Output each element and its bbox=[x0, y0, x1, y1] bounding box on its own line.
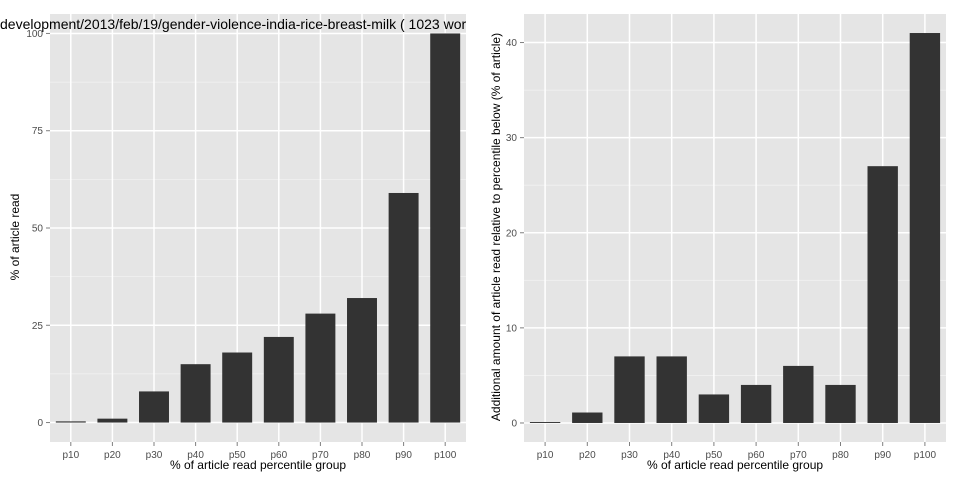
x-tick-label: p30 bbox=[621, 450, 638, 461]
bar-p90 bbox=[867, 166, 898, 423]
y-axis-title: Additional amount of article read relati… bbox=[489, 33, 503, 421]
bar-p30 bbox=[139, 391, 169, 423]
bar-p40 bbox=[180, 364, 211, 423]
x-tick-label: p80 bbox=[354, 450, 371, 461]
x-tick-label: p100 bbox=[434, 450, 457, 461]
x-tick-label: p100 bbox=[914, 450, 937, 461]
y-tick-label: 0 bbox=[511, 418, 517, 429]
x-tick-label: p40 bbox=[663, 450, 680, 461]
x-axis-title: % of article read percentile group bbox=[647, 458, 823, 472]
x-tick-label: p40 bbox=[187, 450, 204, 461]
y-tick-label: 10 bbox=[506, 323, 518, 334]
chart-additional-read: 0 10 20 30 40 p10 p20 p30 p40 p50 p60 p70 p80 p90 p100… bbox=[489, 14, 946, 472]
bar-p70 bbox=[783, 365, 814, 423]
x-tick-label: p50 bbox=[229, 450, 246, 461]
x-tick-label: p20 bbox=[579, 450, 596, 461]
y-tick-label: 0 bbox=[37, 418, 43, 429]
bar-p10 bbox=[55, 421, 86, 423]
x-tick-label: p10 bbox=[62, 450, 79, 461]
x-tick-label: p60 bbox=[270, 450, 287, 461]
y-tick-label: 30 bbox=[506, 133, 518, 144]
bar-p60 bbox=[740, 384, 772, 423]
y-axis-title: % of article read bbox=[8, 194, 22, 281]
y-tick-label: 50 bbox=[32, 224, 44, 235]
y-tick-label: 25 bbox=[32, 321, 44, 332]
bar-p20 bbox=[572, 412, 603, 423]
x-tick-label: p70 bbox=[312, 450, 329, 461]
x-tick-label: p90 bbox=[395, 450, 412, 461]
bar-p30 bbox=[614, 356, 645, 423]
chart-cumulative-read: 0 25 50 75 100 p10 p20 p30 p40 p50 p60 p70 p80 p90 p10… bbox=[0, 14, 466, 472]
x-tick-label: p90 bbox=[874, 450, 891, 461]
bar-p50 bbox=[698, 394, 730, 423]
bar-p60 bbox=[263, 336, 294, 423]
bar-p100 bbox=[909, 33, 941, 423]
y-tick-label: 100 bbox=[26, 29, 43, 40]
x-axis-title: % of article read percentile group bbox=[170, 458, 346, 472]
x-tick-label: p70 bbox=[790, 450, 807, 461]
x-tick-label: p30 bbox=[146, 450, 163, 461]
bar-p80 bbox=[347, 298, 377, 423]
x-tick-label: p50 bbox=[706, 450, 723, 461]
bar-p90 bbox=[388, 192, 419, 423]
x-tick-label: p60 bbox=[748, 450, 765, 461]
bar-p40 bbox=[656, 356, 687, 423]
bar-p100 bbox=[430, 33, 461, 423]
y-tick-label: 20 bbox=[506, 228, 518, 239]
x-tick-label: p20 bbox=[104, 450, 121, 461]
chart-title: development/2013/feb/19/gender-violence-… bbox=[0, 16, 466, 32]
bar-p80 bbox=[825, 384, 856, 423]
bar-p20 bbox=[97, 418, 128, 423]
bar-p70 bbox=[305, 313, 336, 423]
x-tick-label: p10 bbox=[537, 450, 554, 461]
bar-p10 bbox=[529, 422, 561, 423]
bar-p50 bbox=[222, 352, 253, 423]
x-tick-label: p80 bbox=[832, 450, 849, 461]
y-tick-label: 75 bbox=[32, 126, 44, 137]
y-tick-label: 40 bbox=[506, 38, 518, 49]
